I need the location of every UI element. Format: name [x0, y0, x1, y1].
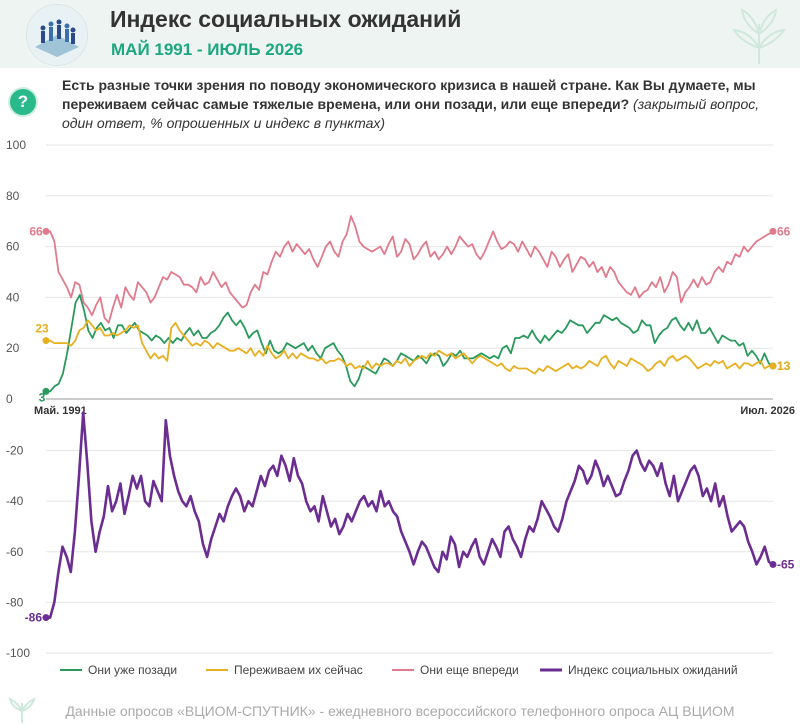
footer-leaf-icon: [8, 697, 36, 723]
series-index-start-label: -86: [25, 611, 43, 625]
series-ahead-end-point: [769, 227, 777, 235]
y-tick-label: 40: [6, 290, 20, 304]
period-subtitle: МАЙ 1991 - ИЮЛЬ 2026: [111, 40, 304, 59]
x-start-label: Май. 1991: [34, 405, 87, 417]
chart: 0 20 40 60 80 100 -20 -40 -60 -80 -100 Май. 1991 Июл…: [6, 138, 795, 677]
series-now-end-point: [769, 362, 777, 370]
y-tick-label: -20: [6, 444, 24, 458]
y-tick-label: -100: [6, 646, 30, 660]
series-index-start-point: [42, 614, 50, 622]
y-tick-label: 60: [6, 240, 20, 254]
y-tick-label: 0: [6, 392, 13, 406]
y-tick-label: 80: [6, 189, 20, 203]
legend: Они уже позади Переживаем их сейчас Они ещ…: [60, 663, 738, 677]
series-index-line: [46, 411, 774, 619]
series-index-end-label: -65: [777, 557, 795, 571]
question-icon: ?: [8, 87, 38, 117]
series-ahead-start-label: 66: [29, 224, 43, 238]
y-tick-label: -80: [6, 595, 24, 609]
series: [42, 215, 777, 622]
y-tick-label: -40: [6, 494, 24, 508]
data-source: Данные опросов «ВЦИОМ-СПУТНИК» - ежеднев…: [65, 703, 735, 719]
legend-label-ahead: Они еще впереди: [420, 663, 519, 677]
legend-label-behind: Они уже позади: [88, 663, 177, 677]
series-ahead-start-point: [42, 227, 50, 235]
axes: 0 20 40 60 80 100 -20 -40 -60 -80 -100 Май. 1991 Июл…: [6, 138, 795, 660]
question-text: Есть разные точки зрения по поводу эконо…: [62, 77, 756, 112]
series-index-end-point: [769, 560, 777, 568]
series-ahead-line: [46, 215, 774, 324]
series-now-end-label: 13: [777, 359, 791, 373]
survey-question: Есть разные точки зрения по поводу эконо…: [62, 76, 792, 133]
leaf-decoration-icon: [731, 8, 787, 64]
x-end-label: Июл. 2026: [740, 405, 795, 417]
legend-label-now: Переживаем их сейчас: [234, 663, 363, 677]
header: Индекс социальных ожиданий МАЙ 1991 - ИЮ…: [0, 0, 800, 68]
page-title: Индекс социальных ожиданий: [110, 6, 462, 32]
question-note: (закрытый вопрос, один ответ, % опрошенн…: [62, 96, 760, 131]
series-behind-line: [46, 293, 774, 393]
series-behind-end-label: 13: [777, 359, 791, 373]
y-tick-label: -60: [6, 545, 24, 559]
legend-label-index: Индекс социальных ожиданий: [568, 663, 738, 677]
series-behind-start-label: 3: [39, 390, 46, 404]
series-ahead-end-label: 66: [777, 224, 791, 238]
series-now-line: [46, 319, 773, 375]
y-tick-label: 20: [6, 341, 20, 355]
series-now-start-point: [42, 337, 50, 345]
series-now-start-label: 23: [35, 322, 49, 336]
series-behind-start-point: [42, 387, 50, 395]
y-tick-label: 100: [6, 138, 26, 152]
poll-logo: [26, 4, 88, 66]
